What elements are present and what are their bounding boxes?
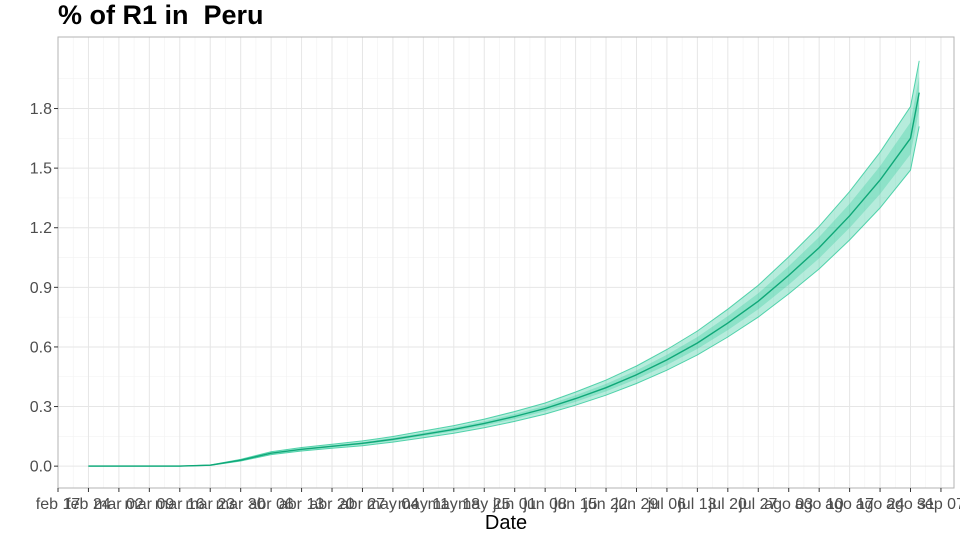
x-tick-label: sep 07 (917, 496, 960, 513)
y-tick-label: 0.0 (30, 459, 52, 476)
series-line (88, 92, 920, 467)
x-tick-label: jun 01 (492, 496, 537, 513)
x-tick-label: ago 03 (764, 496, 813, 513)
y-tick-label: 1.8 (30, 101, 52, 118)
x-tick-label: mar 02 (94, 496, 144, 513)
y-tick-label: 1.5 (30, 161, 52, 178)
lower-bound-line (88, 126, 920, 467)
x-tick-label: abr 13 (279, 496, 324, 513)
y-tick-label: 0.6 (30, 339, 52, 356)
x-tick-label: ago 24 (856, 496, 905, 513)
x-tick-label: jun 15 (553, 496, 598, 513)
x-tick-label: abr 27 (340, 496, 385, 513)
x-tick-label: may 11 (398, 496, 449, 513)
x-tick-label: may 25 (458, 496, 511, 513)
x-tick-label: may 04 (367, 496, 420, 513)
x-tick-label: mar 23 (185, 496, 235, 513)
plot-border (57, 36, 955, 489)
x-tick-label: abr 20 (309, 496, 354, 513)
x-tick-label: jul 06 (647, 496, 686, 513)
y-tick-label: 0.9 (30, 280, 52, 297)
x-tick-label: may 18 (428, 496, 481, 513)
x-tick-label: jul 13 (677, 496, 716, 513)
x-tick-label: ago 17 (825, 496, 874, 513)
confidence-band-inner (88, 76, 920, 467)
x-tick-label: jun 22 (583, 496, 628, 513)
upper-bound-line (88, 60, 920, 467)
x-tick-label: abr 06 (248, 496, 293, 513)
y-tick-label: 0.3 (30, 399, 52, 416)
x-tick-label: jul 20 (708, 496, 747, 513)
x-tick-label: jun 08 (522, 496, 567, 513)
x-tick-label: ago 31 (886, 496, 935, 513)
y-tick-label: 1.2 (30, 220, 52, 237)
chart-title: % of R1 in Peru (58, 0, 264, 30)
x-tick-label: mar 16 (155, 496, 205, 513)
x-axis-title: Date (485, 512, 527, 534)
x-tick-label: jul 27 (738, 496, 777, 513)
x-tick-label: jun 29 (614, 496, 659, 513)
x-tick-label: mar 09 (124, 496, 174, 513)
x-tick-label: feb 17 (36, 496, 81, 513)
x-tick-label: ago 10 (795, 496, 844, 513)
x-tick-label: feb 24 (66, 496, 111, 513)
x-tick-label: mar 30 (216, 496, 266, 513)
